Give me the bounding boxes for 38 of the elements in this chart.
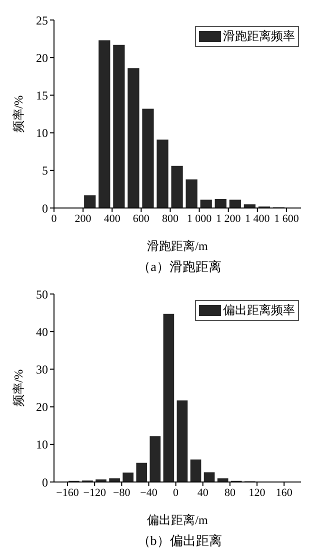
y-axis-title: 频率/%: [11, 369, 26, 407]
x-tick-label: 160: [276, 486, 293, 499]
x-tick-label: 400: [104, 212, 121, 225]
y-tick-label: 15: [36, 88, 48, 102]
legend-label: 滑跑距离频率: [223, 28, 295, 45]
x-tick-label: 1 000: [186, 212, 212, 225]
y-tick-label: 10: [36, 438, 48, 452]
y-tick-label: 0: [42, 201, 48, 216]
x-tick-label: 800: [162, 212, 179, 225]
x-tick-label: −80: [113, 486, 131, 499]
x-tick-label: 120: [248, 486, 266, 499]
x-tick-label: 1 600: [274, 212, 300, 225]
x-tick-label: −40: [140, 486, 158, 499]
x-axis-title: 滑跑距离/m: [147, 239, 208, 253]
y-tick-label: 50: [36, 287, 48, 302]
x-tick-label: 200: [74, 212, 92, 225]
x-axis-title: 偏出距离/m: [147, 513, 208, 527]
x-tick-label: 40: [197, 486, 209, 499]
x-tick-label: −120: [83, 486, 106, 499]
y-tick-label: 0: [42, 475, 48, 490]
x-tick-label: 600: [132, 212, 150, 225]
y-tick-label: 30: [36, 362, 48, 376]
text: （b）偏出距离: [136, 532, 223, 550]
y-tick-label: 20: [36, 400, 48, 414]
y-tick-label: 25: [36, 13, 48, 28]
x-tick-label: 80: [224, 486, 236, 499]
y-axis-title: 频率/%: [11, 95, 26, 133]
y-tick-label: 20: [36, 50, 48, 65]
y-tick-label: 40: [36, 324, 48, 339]
y-tick-label: 10: [36, 126, 48, 140]
legend-label: 偏出距离频率: [223, 302, 295, 319]
x-tick-label: 1 400: [245, 212, 270, 225]
x-tick-label: 0: [51, 212, 58, 225]
x-tick-label: 0: [173, 486, 180, 499]
x-tick-label: 1 200: [216, 212, 242, 225]
x-tick-label: −160: [56, 486, 80, 499]
text: （a）滑跑距离: [136, 258, 222, 276]
y-tick-label: 5: [42, 164, 48, 178]
